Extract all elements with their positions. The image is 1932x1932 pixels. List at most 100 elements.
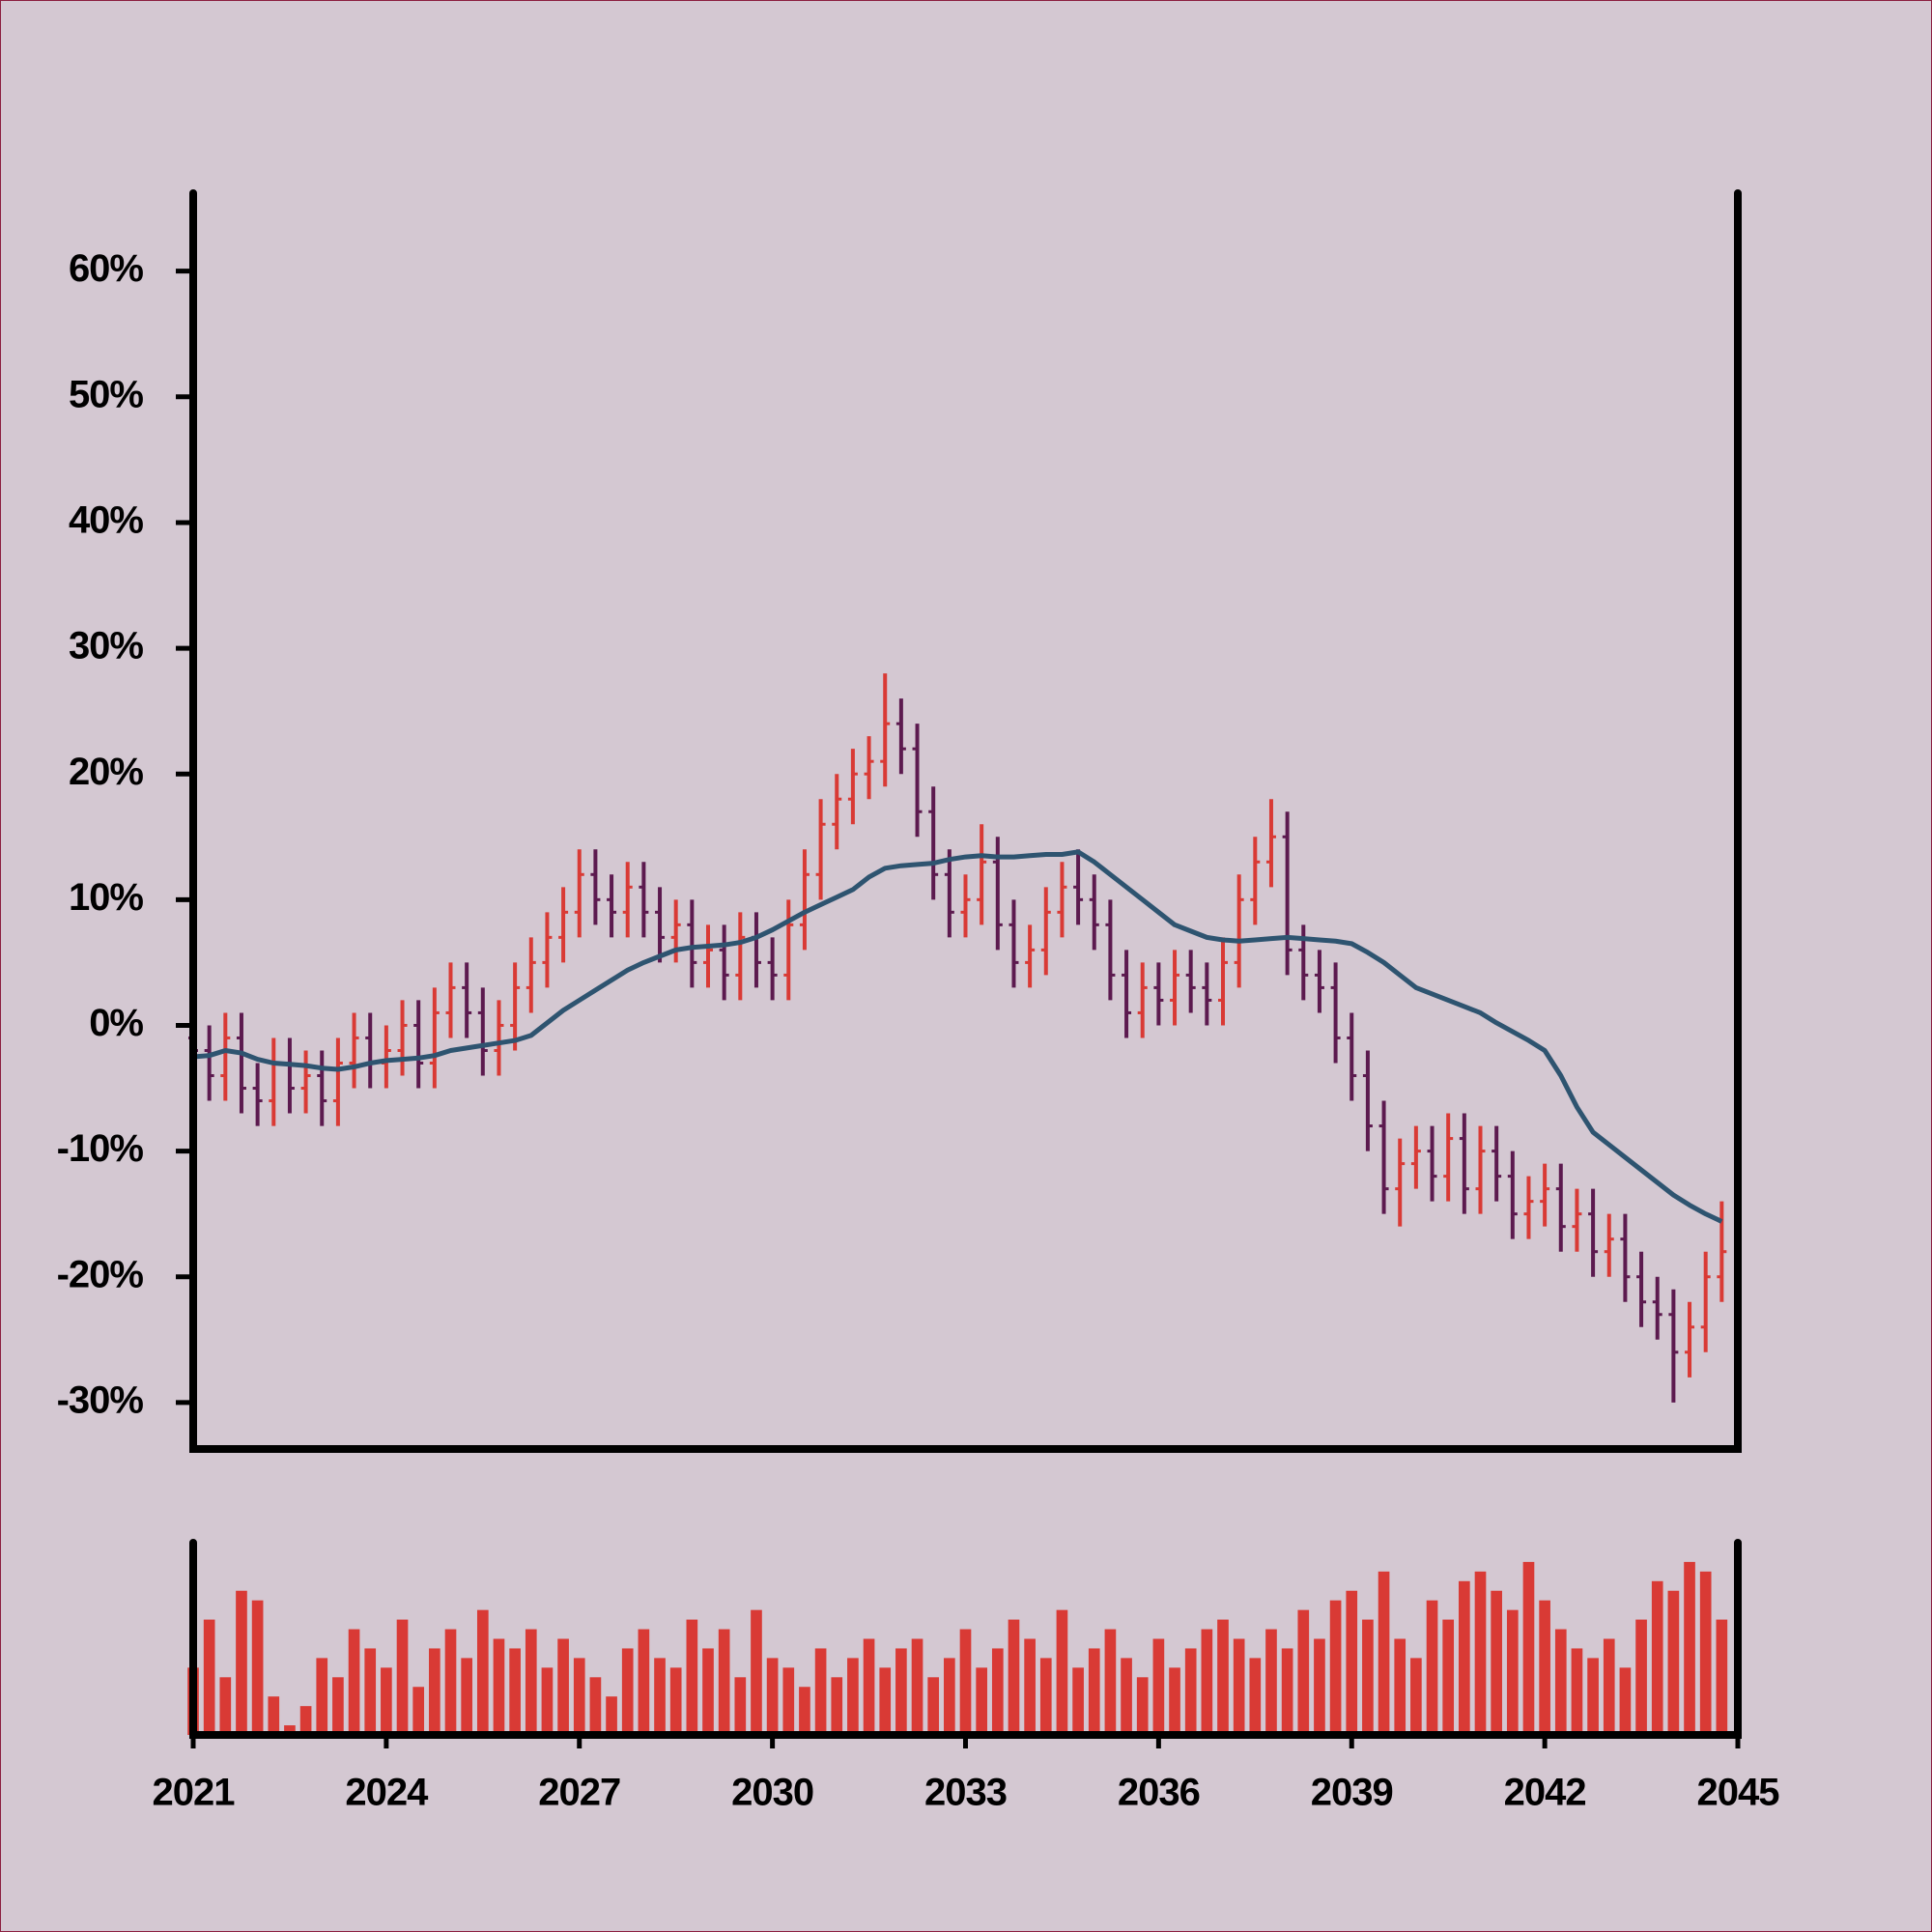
y-tick-label: 30% — [69, 625, 143, 668]
volume-bar — [525, 1629, 537, 1735]
volume-bar — [1522, 1561, 1535, 1735]
volume-bar — [686, 1619, 698, 1735]
volume-bar — [493, 1638, 505, 1735]
volume-bar — [1378, 1571, 1390, 1735]
volume-bar — [1394, 1638, 1406, 1735]
volume-bar — [412, 1687, 425, 1735]
volume-bar — [396, 1619, 409, 1735]
volume-bar — [1491, 1590, 1502, 1735]
volume-bar — [1699, 1571, 1712, 1735]
volume-bar — [1619, 1667, 1632, 1735]
volume-bar — [268, 1696, 280, 1735]
volume-bar — [638, 1629, 650, 1735]
volume-bar — [1635, 1619, 1647, 1735]
volume-bar — [348, 1629, 360, 1735]
volume-bar — [1716, 1619, 1728, 1735]
volume-bar — [1474, 1571, 1487, 1735]
y-tick-label: 50% — [69, 373, 143, 415]
volume-bar — [1024, 1638, 1036, 1735]
volume-bar — [1233, 1638, 1245, 1735]
x-tick-label: 2021 — [153, 1772, 236, 1814]
volume-bar — [751, 1609, 762, 1735]
x-tick-label: 2036 — [1118, 1772, 1200, 1814]
volume-bar — [444, 1629, 457, 1735]
volume-bar — [1281, 1648, 1293, 1735]
volume-bar — [1442, 1619, 1455, 1735]
volume-bar — [1587, 1658, 1599, 1735]
volume-bar — [299, 1706, 312, 1735]
moving-average-line — [192, 849, 1723, 1224]
volume-bar — [606, 1696, 617, 1735]
volume-bar — [1217, 1619, 1229, 1735]
y-tick-label: -20% — [57, 1253, 144, 1295]
volume-bar — [1539, 1600, 1550, 1735]
volume-bar — [1651, 1580, 1663, 1735]
volume-bar — [1426, 1600, 1438, 1735]
volume-bar — [1459, 1580, 1470, 1735]
volume-bar — [509, 1648, 521, 1735]
volume-bar — [1362, 1619, 1374, 1735]
volume-bar — [1667, 1590, 1680, 1735]
volume-bar — [476, 1609, 489, 1735]
volume-bar — [251, 1600, 264, 1735]
volume-bar — [895, 1648, 907, 1735]
volume-bar — [1121, 1658, 1132, 1735]
volume-bar — [734, 1677, 747, 1735]
volume-bar — [831, 1677, 843, 1735]
y-tick-label: 40% — [69, 499, 143, 542]
volume-bar — [1554, 1629, 1567, 1735]
y-tick-label: 60% — [69, 247, 143, 290]
volume-bar — [284, 1725, 296, 1735]
volume-bar — [847, 1658, 859, 1735]
plot-marks — [187, 673, 1728, 1735]
volume-bar — [1072, 1667, 1084, 1735]
volume-bar — [702, 1648, 714, 1735]
volume-bar — [1008, 1619, 1020, 1735]
y-tick-label: 20% — [69, 751, 143, 793]
volume-bar — [589, 1677, 602, 1735]
axes: -30% -20% -10% 0% 10% 20% 30% 40% 50% 60% 2021 2024… — [57, 189, 1780, 1814]
volume-bar — [1088, 1648, 1100, 1735]
y-tick-label: -10% — [57, 1127, 144, 1170]
volume-bar — [669, 1667, 682, 1735]
volume-bar — [621, 1648, 634, 1735]
volume-bar — [219, 1677, 232, 1735]
volume-bar — [1184, 1648, 1197, 1735]
volume-bar — [429, 1648, 440, 1735]
x-tick-label: 2042 — [1504, 1772, 1586, 1814]
volume-bar — [991, 1648, 1004, 1735]
volume-bar — [959, 1629, 972, 1735]
volume-bar — [332, 1677, 344, 1735]
volume-bar — [1506, 1609, 1519, 1735]
x-tick-label: 2030 — [731, 1772, 813, 1814]
volume-bar — [316, 1658, 328, 1735]
volume-bar — [976, 1667, 987, 1735]
volume-bar — [879, 1667, 892, 1735]
x-tick-label: 2024 — [345, 1772, 429, 1814]
y-tick-label: 10% — [69, 876, 143, 919]
volume-bar — [381, 1667, 392, 1735]
y-tick-label: 0% — [89, 1002, 143, 1044]
volume-bar — [1329, 1600, 1342, 1735]
volume-bar — [1136, 1677, 1149, 1735]
volume-bar — [461, 1658, 472, 1735]
volume-bar — [944, 1658, 955, 1735]
main-spines — [189, 189, 1742, 1453]
volume-bar — [573, 1658, 585, 1735]
volume-bar — [557, 1638, 569, 1735]
volume-bar — [1169, 1667, 1180, 1735]
volume-bar — [1039, 1658, 1052, 1735]
volume-bar — [654, 1658, 666, 1735]
volume-bar — [1603, 1638, 1615, 1735]
volume-bar — [799, 1687, 810, 1735]
volume-bar — [718, 1629, 730, 1735]
volume-bar — [364, 1648, 377, 1735]
volume-bar — [203, 1619, 215, 1735]
volume-bar — [1346, 1590, 1358, 1735]
volume-bar — [1297, 1609, 1310, 1735]
volume-bar — [911, 1638, 923, 1735]
volume-bar — [814, 1648, 827, 1735]
volume-bar — [1104, 1629, 1117, 1735]
volume-bar — [1684, 1561, 1695, 1735]
